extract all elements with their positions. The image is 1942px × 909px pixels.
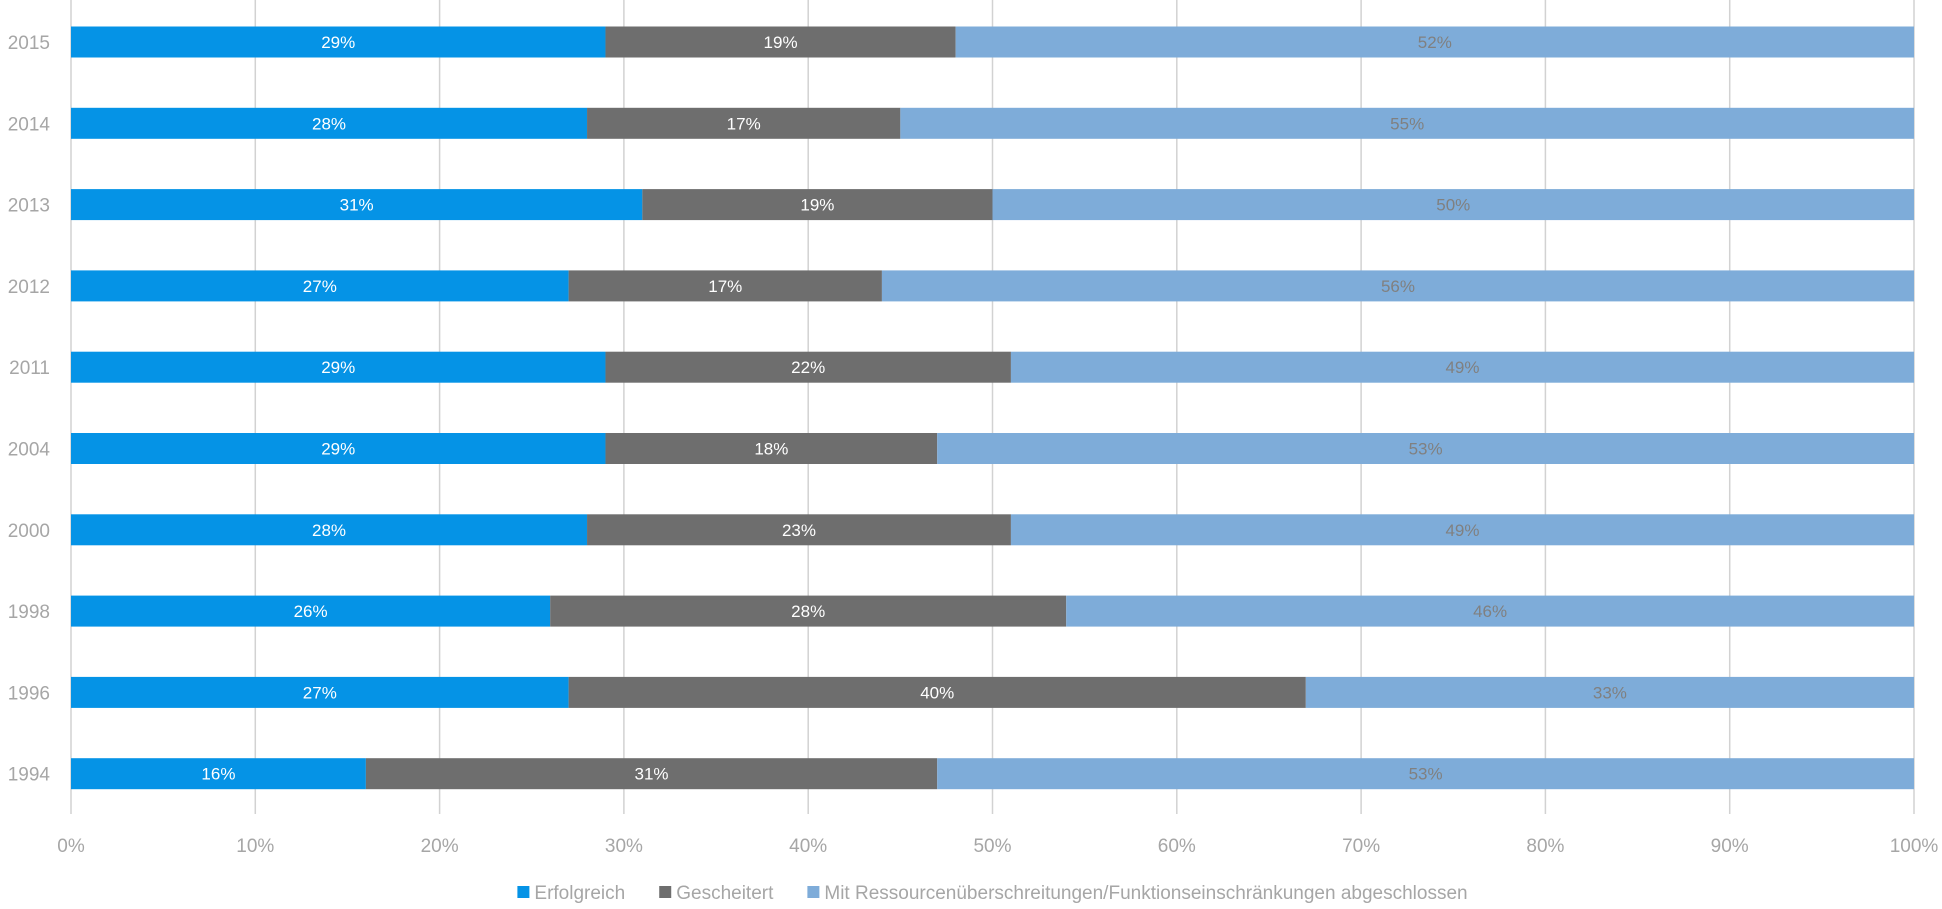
bar-segment-erfolgreich xyxy=(71,26,606,58)
data-label: 40% xyxy=(920,683,954,702)
data-label: 53% xyxy=(1409,765,1443,784)
legend: Erfolgreich Gescheitert Mit Ressourcenüber… xyxy=(517,883,1468,904)
data-label: 28% xyxy=(312,114,346,133)
x-tick-label: 80% xyxy=(1526,836,1564,857)
y-axis: 2015 2014 2013 2012 2011 2004 2000 1998 1996 1994 xyxy=(8,33,51,786)
bar-segment-mit-einschraenkungen xyxy=(1010,514,1914,546)
bar-segment-mit-einschraenkungen xyxy=(1305,676,1914,708)
bar-segment-gescheitert xyxy=(365,758,938,790)
y-tick-label: 2012 xyxy=(8,277,50,298)
bar-segment-erfolgreich xyxy=(71,351,606,383)
legend-gescheitert: Gescheitert xyxy=(659,883,774,904)
x-tick-label: 90% xyxy=(1711,836,1749,857)
data-label: 29% xyxy=(321,33,355,52)
data-label: 31% xyxy=(340,196,374,215)
data-label: 29% xyxy=(321,358,355,377)
bars xyxy=(71,26,1915,790)
data-label: 53% xyxy=(1409,440,1443,459)
bar-segment-erfolgreich xyxy=(71,189,643,221)
y-tick-label: 2000 xyxy=(8,521,50,542)
y-tick-label: 1996 xyxy=(8,683,50,704)
bar-segment-erfolgreich xyxy=(71,107,588,139)
bar-segment-erfolgreich xyxy=(71,758,366,790)
bar-segment-mit-einschraenkungen xyxy=(881,270,1915,302)
data-label: 31% xyxy=(635,765,669,784)
legend-label: Gescheitert xyxy=(676,883,774,904)
x-tick-label: 30% xyxy=(605,836,643,857)
bar-segment-gescheitert xyxy=(642,189,993,221)
data-label: 28% xyxy=(791,602,825,621)
bar-segment-mit-einschraenkungen xyxy=(955,26,1914,58)
bar-segment-gescheitert xyxy=(587,514,1011,546)
y-tick-label: 2011 xyxy=(9,358,50,379)
data-label: 33% xyxy=(1593,683,1627,702)
bar-segment-gescheitert xyxy=(605,26,956,58)
legend-label: Erfolgreich xyxy=(534,883,625,904)
data-label: 56% xyxy=(1381,277,1415,296)
y-tick-label: 2015 xyxy=(8,33,50,54)
y-tick-label: 2014 xyxy=(8,114,51,135)
data-label: 19% xyxy=(764,33,798,52)
data-label: 27% xyxy=(303,683,337,702)
x-tick-label: 100% xyxy=(1890,836,1939,857)
bar-segment-mit-einschraenkungen xyxy=(1010,351,1914,383)
legend-erfolgreich: Erfolgreich xyxy=(517,883,625,904)
bar-segment-mit-einschraenkungen xyxy=(937,758,1914,790)
bar-segment-gescheitert xyxy=(568,270,882,302)
data-label: 29% xyxy=(321,440,355,459)
y-tick-label: 2013 xyxy=(8,196,50,217)
bar-segment-erfolgreich xyxy=(71,676,569,708)
bar-segment-mit-einschraenkungen xyxy=(1066,595,1914,627)
x-tick-label: 10% xyxy=(236,836,274,857)
data-label: 46% xyxy=(1473,602,1507,621)
data-label: 17% xyxy=(727,114,761,133)
data-label: 22% xyxy=(791,358,825,377)
data-label: 50% xyxy=(1436,196,1470,215)
legend-label: Mit Ressourcenüberschreitungen/Funktions… xyxy=(824,883,1467,904)
data-label: 17% xyxy=(708,277,742,296)
x-tick-label: 0% xyxy=(57,836,85,857)
legend-swatch xyxy=(659,886,672,898)
x-axis: 0% 10% 20% 30% 40% 50% 60% 70% 80% 90% 100% xyxy=(57,836,1938,857)
x-tick-label: 50% xyxy=(973,836,1011,857)
data-label: 19% xyxy=(800,196,834,215)
x-tick-label: 60% xyxy=(1158,836,1196,857)
y-tick-label: 1998 xyxy=(8,602,50,623)
bar-segment-erfolgreich xyxy=(71,433,606,464)
y-tick-label: 2004 xyxy=(8,440,51,461)
data-label: 49% xyxy=(1445,358,1479,377)
data-label: 18% xyxy=(754,440,788,459)
bar-segment-gescheitert xyxy=(605,433,938,464)
data-labels: 29% 19% 52% 28% 17% 55% 31% 19% 50% 27% 17% 56% 29% 2… xyxy=(201,33,1626,784)
bar-segment-gescheitert xyxy=(587,107,901,139)
legend-swatch xyxy=(807,886,820,898)
data-label: 55% xyxy=(1390,114,1424,133)
data-label: 16% xyxy=(201,765,235,784)
data-label: 26% xyxy=(294,602,328,621)
data-label: 49% xyxy=(1445,521,1479,540)
x-tick-label: 40% xyxy=(789,836,827,857)
data-label: 28% xyxy=(312,521,346,540)
data-label: 27% xyxy=(303,277,337,296)
x-tick-label: 70% xyxy=(1342,836,1380,857)
legend-swatch xyxy=(517,886,530,898)
bar-segment-mit-einschraenkungen xyxy=(937,433,1914,464)
bar-segment-erfolgreich xyxy=(71,514,588,546)
bar-segment-mit-einschraenkungen xyxy=(992,189,1914,221)
bar-segment-gescheitert xyxy=(568,676,1306,708)
bar-segment-mit-einschraenkungen xyxy=(900,107,1914,139)
data-label: 23% xyxy=(782,521,816,540)
y-tick-label: 1994 xyxy=(8,765,51,786)
bar-segment-erfolgreich xyxy=(71,595,551,627)
x-tick-label: 20% xyxy=(421,836,459,857)
bar-segment-gescheitert xyxy=(605,351,1011,383)
legend-mit-einschraenkungen: Mit Ressourcenüberschreitungen/Funktions… xyxy=(807,883,1468,904)
bar-segment-gescheitert xyxy=(550,595,1067,627)
data-label: 52% xyxy=(1418,33,1452,52)
bar-segment-erfolgreich xyxy=(71,270,569,302)
